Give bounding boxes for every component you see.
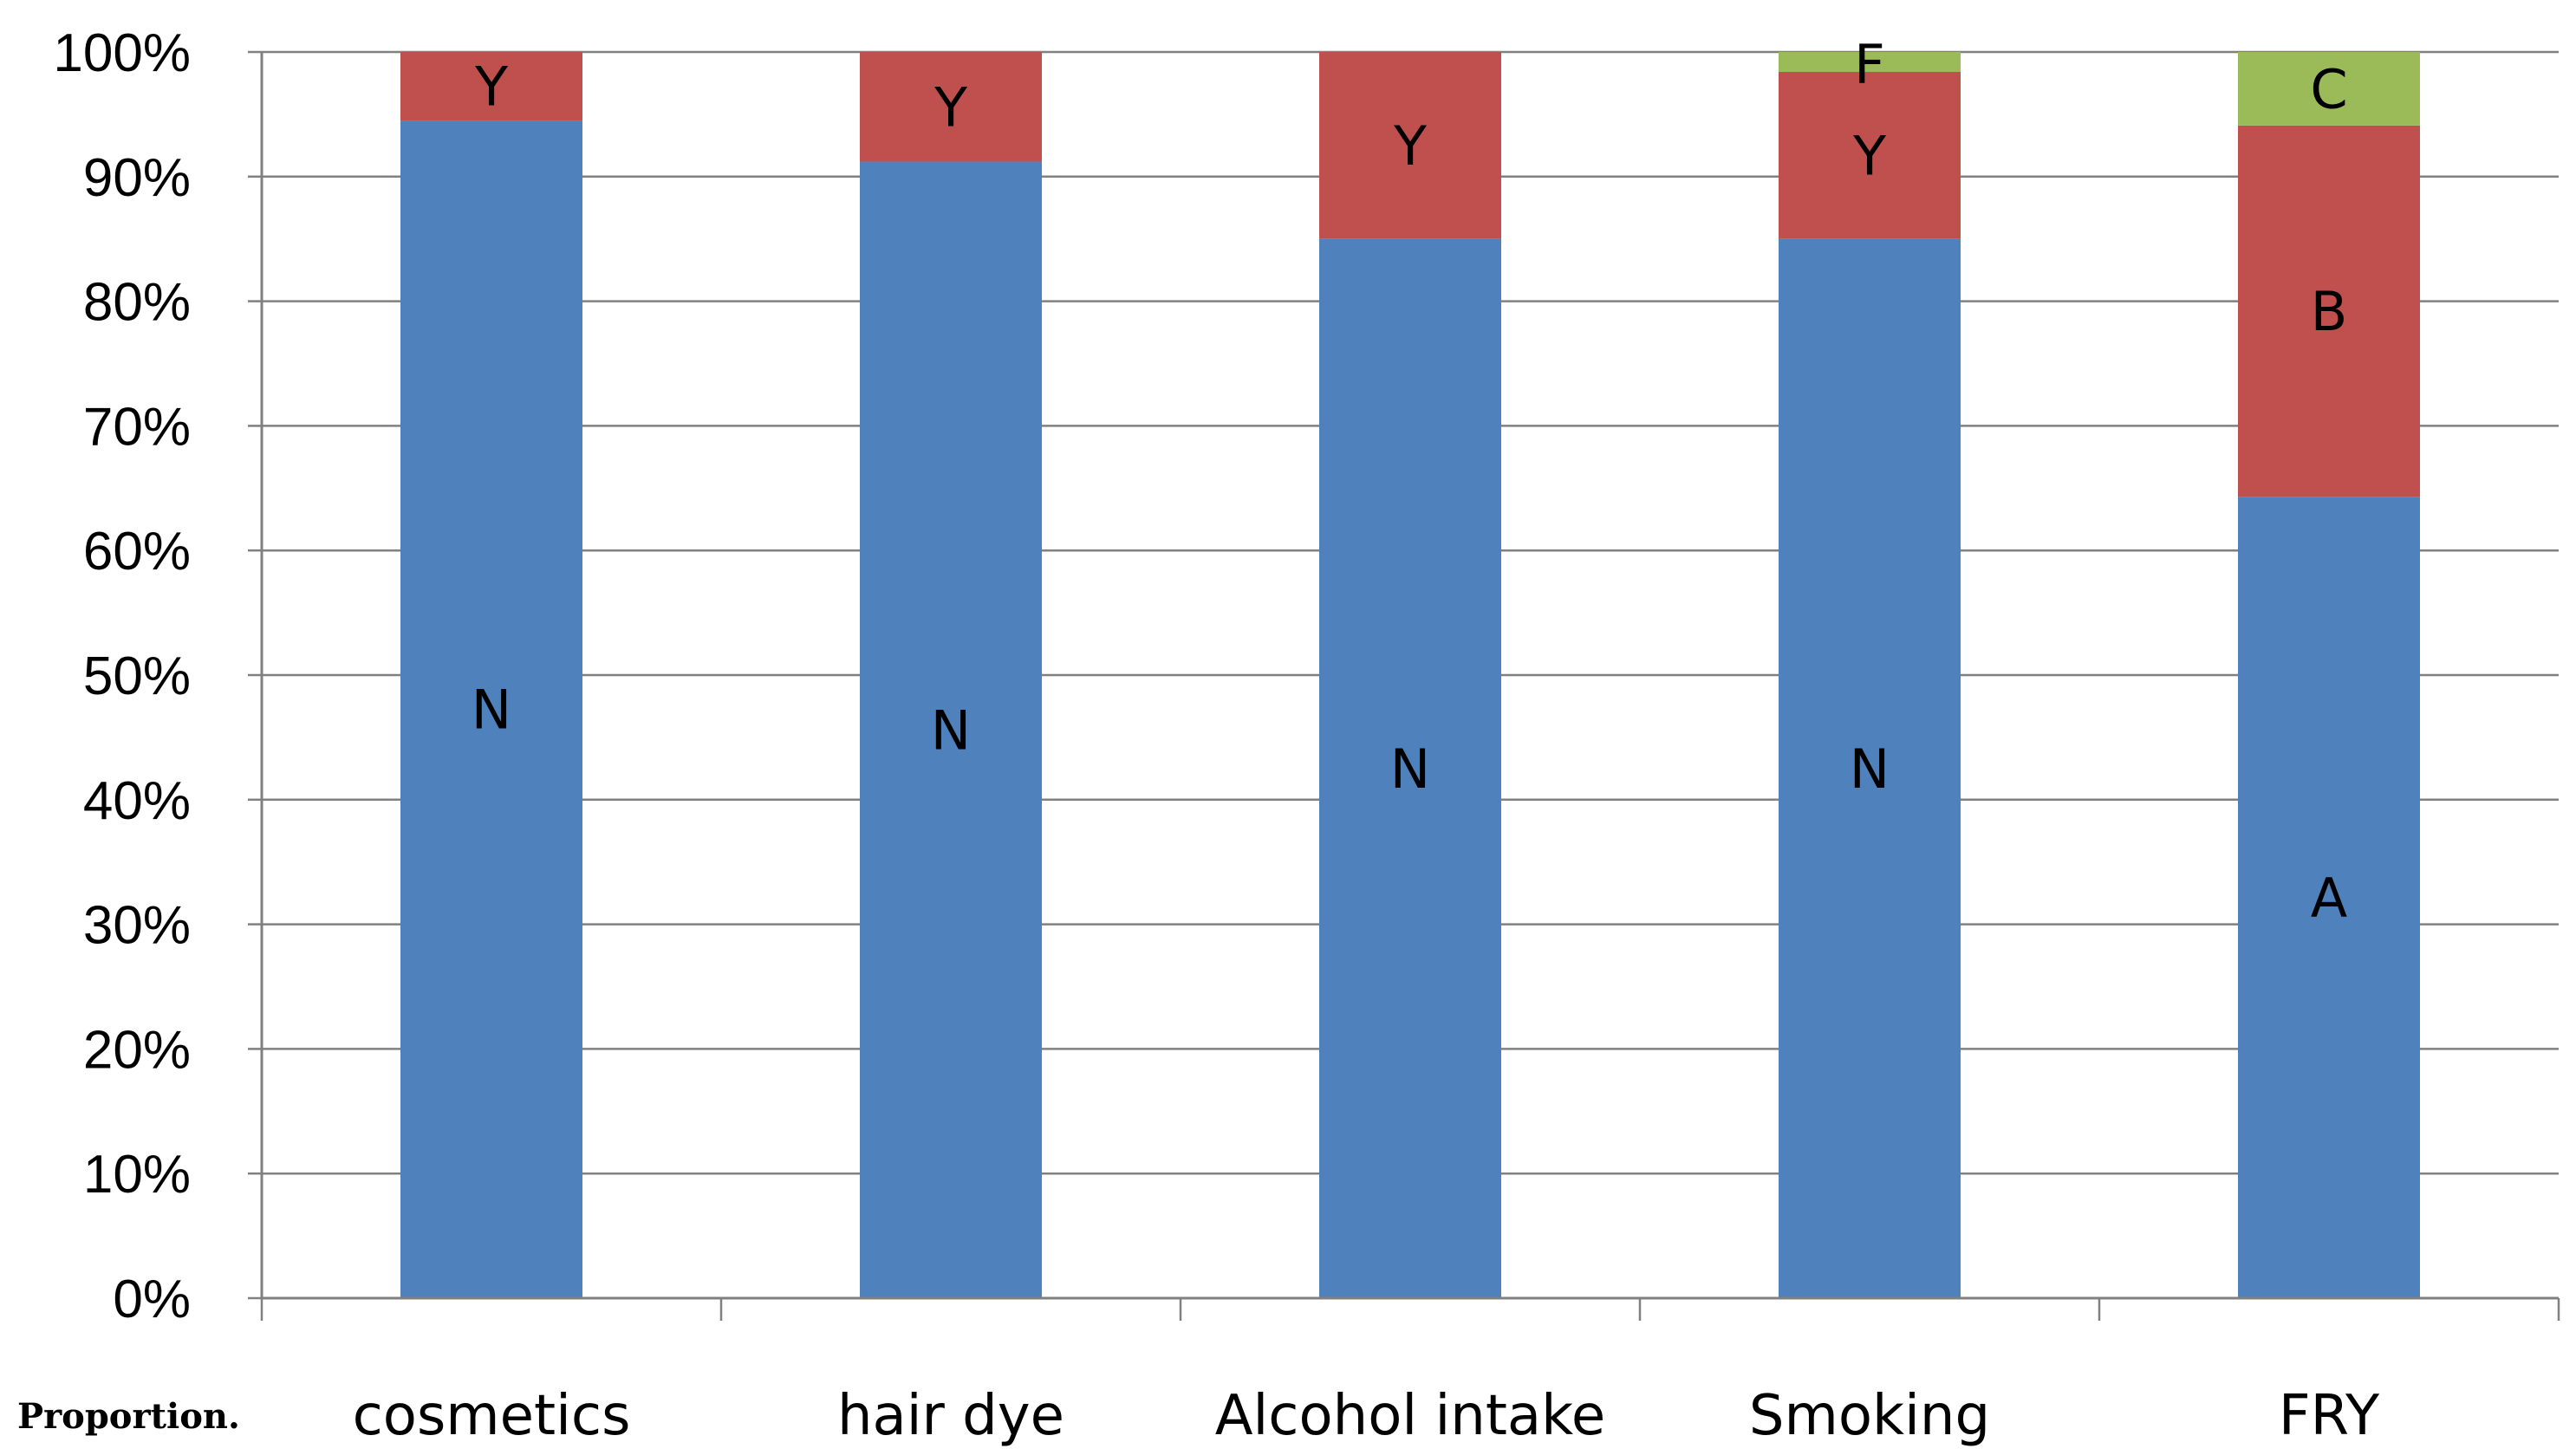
bar-segment — [400, 52, 582, 121]
y-tick-label: 60% — [83, 522, 191, 581]
bar-segment — [1779, 72, 1961, 239]
bar-stack: N YF — [1779, 33, 1961, 1299]
bar-segment — [2238, 125, 2420, 497]
data-label: C — [2310, 57, 2347, 120]
x-tick-label: cosmetics — [353, 1384, 631, 1448]
y-tick-label: 40% — [83, 771, 191, 831]
y-axis-ticks: 0% 10% 20% 30% 40% 50% 60% 70% 80% 90% 100% — [53, 23, 262, 1329]
y-tick-label: 20% — [83, 1020, 191, 1080]
x-tick-label: hair dye — [837, 1384, 1064, 1448]
y-tick-label: 70% — [83, 397, 191, 457]
data-label: N — [1850, 737, 1890, 801]
bar-stack: NY — [1319, 52, 1501, 1299]
data-label: B — [2311, 280, 2348, 343]
bar-segment — [1319, 238, 1501, 1299]
y-tick-label: 90% — [83, 148, 191, 208]
x-tick-label: Alcohol intake — [1215, 1384, 1606, 1448]
y-tick-label: 80% — [83, 273, 191, 333]
y-tick-label: 10% — [83, 1145, 191, 1205]
bar-segment — [2238, 497, 2420, 1298]
data-label: F — [1854, 33, 1885, 96]
bar-segment — [1779, 52, 1961, 73]
bar-segment — [1319, 52, 1501, 239]
bar-stack: NY — [860, 52, 1042, 1299]
bar-segment — [860, 52, 1042, 162]
bar-stack: NY — [400, 52, 582, 1299]
y-tick-label: 30% — [83, 896, 191, 956]
y-tick-label: 0% — [113, 1270, 191, 1329]
bar-segment — [400, 120, 582, 1299]
bar-stack: A B C — [2238, 52, 2420, 1298]
axes — [260, 52, 2559, 1300]
data-label: Y — [474, 55, 508, 119]
data-label: A — [2311, 867, 2347, 930]
footnote-label: Proportion. — [17, 1396, 240, 1437]
data-label: Y — [933, 75, 967, 139]
bar-segment — [2238, 52, 2420, 126]
data-label: N — [472, 679, 511, 742]
x-tick-label: FRY — [2279, 1384, 2380, 1448]
bar-segment — [1779, 238, 1961, 1299]
bar-segment — [860, 161, 1042, 1299]
y-tick-label: 50% — [83, 646, 191, 706]
x-tick-label: Smoking — [1749, 1384, 1990, 1448]
data-label: N — [1390, 737, 1430, 801]
x-axis-ticks: cosmetics hair dye Alcohol intake Smoking FR… — [260, 1298, 2560, 1448]
data-label: Y — [1852, 124, 1886, 187]
data-label: Y — [1393, 114, 1427, 178]
y-tick-label: 100% — [53, 23, 191, 83]
data-label: N — [931, 698, 971, 762]
